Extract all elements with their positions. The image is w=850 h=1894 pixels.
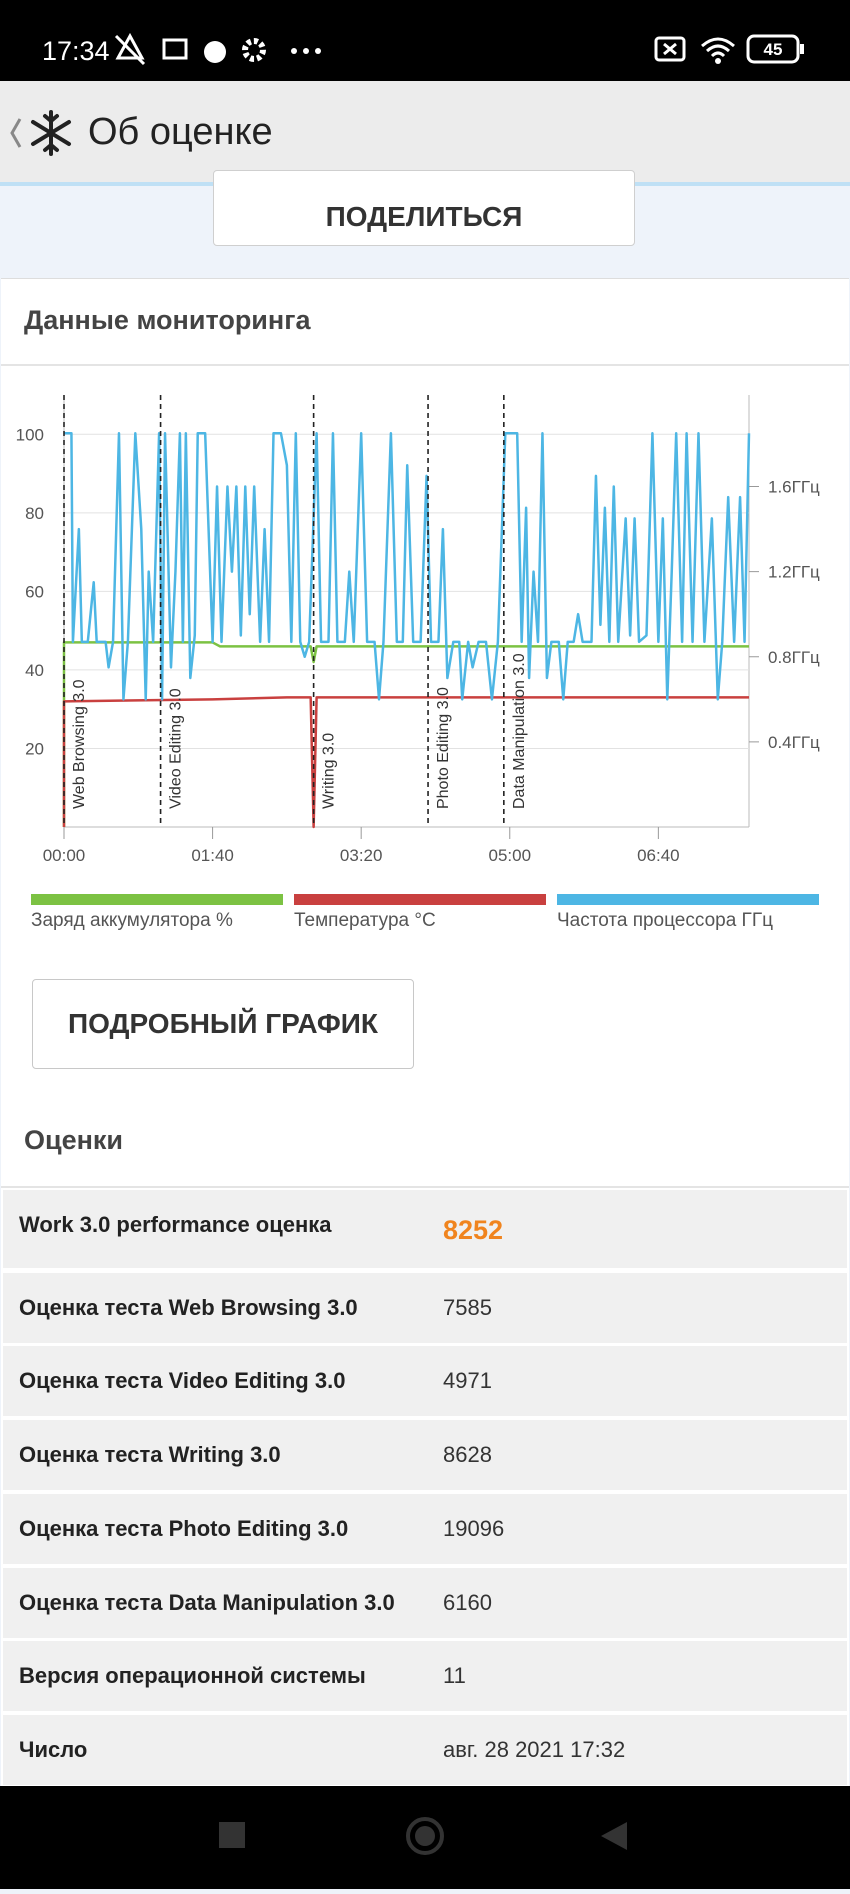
score-label: Оценка теста Video Editing 3.0 <box>19 1368 346 1393</box>
data-line <box>62 696 749 829</box>
score-label: Версия операционной системы <box>19 1663 366 1688</box>
legend-label: Температура °C <box>294 910 436 931</box>
score-row: Оценка теста Data Manipulation 3.0 6160 <box>3 1568 847 1638</box>
monitoring-chart: 20 40 60 80 100 0.4ГГц 0.8ГГц 1.2ГГц 1.6ГГц 00:00… <box>16 395 820 931</box>
score-value: 8252 <box>443 1215 504 1245</box>
score-row: Work 3.0 performance оценка 8252 <box>3 1190 847 1268</box>
section-title: Оценки <box>24 1125 124 1155</box>
score-row: Версия операционной системы 11 <box>3 1641 847 1711</box>
share-button[interactable]: ПОДЕЛИТЬСЯ <box>213 170 635 246</box>
score-label: Число <box>19 1737 88 1762</box>
back-button[interactable] <box>601 1822 627 1850</box>
y2-tick-label: 0.8ГГц <box>768 648 820 667</box>
status-right-icons <box>654 34 804 64</box>
navigation-bar <box>0 1786 850 1889</box>
phase-label: Web Browsing 3.0 <box>71 679 88 809</box>
phase-label: Writing 3.0 <box>321 733 338 809</box>
score-value: 6160 <box>443 1590 492 1615</box>
y2-tick-label: 1.2ГГц <box>768 563 820 582</box>
home-dot <box>415 1826 435 1846</box>
legend-label: Частота процессора ГГц <box>557 910 773 931</box>
data-line <box>64 432 751 701</box>
score-label: Оценка теста Photo Editing 3.0 <box>19 1516 349 1541</box>
x-tick-label: 03:20 <box>340 846 383 865</box>
clock: 17:34 <box>42 36 110 66</box>
score-row: Оценка теста Web Browsing 3.0 7585 <box>3 1273 847 1343</box>
home-button[interactable] <box>406 1817 444 1855</box>
y-tick-label: 80 <box>25 504 44 523</box>
legend-swatch <box>31 894 283 905</box>
y2-tick-label: 1.6ГГц <box>768 478 820 497</box>
score-label: Оценка теста Data Manipulation 3.0 <box>19 1590 395 1615</box>
score-value: авг. 28 2021 17:32 <box>443 1737 626 1762</box>
legend-label: Заряд аккумулятора % <box>31 910 233 931</box>
x-tick-label: 05:00 <box>488 846 531 865</box>
score-value: 7585 <box>443 1295 492 1320</box>
status-bar: 17:34 45 <box>0 0 850 81</box>
separator <box>1 1186 849 1188</box>
score-label: Work 3.0 performance оценка <box>19 1212 332 1237</box>
phase-label: Video Editing 3.0 <box>168 688 185 809</box>
score-row: Число авг. 28 2021 17:32 <box>3 1715 847 1785</box>
x-tick-label: 00:00 <box>43 846 86 865</box>
y2-tick-label: 0.4ГГц <box>768 733 820 752</box>
separator <box>1 364 849 366</box>
phase-label: Photo Editing 3.0 <box>435 687 452 809</box>
status-icons <box>114 32 321 66</box>
section-title: Данные мониторинга <box>24 305 311 335</box>
score-value: 11 <box>443 1663 466 1688</box>
details-button[interactable]: ПОДРОБНЫЙ ГРАФИК <box>32 979 414 1069</box>
y-tick-label: 20 <box>25 739 44 758</box>
nav-buttons <box>219 1817 627 1855</box>
screen-title: Об оценке <box>88 111 273 153</box>
phase-label: Data Manipulation 3.0 <box>511 653 528 809</box>
legend-swatch <box>294 894 546 905</box>
recents-button[interactable] <box>219 1822 245 1848</box>
score-row: Оценка теста Video Editing 3.0 4971 <box>3 1346 847 1416</box>
y-tick-label: 60 <box>25 582 44 601</box>
x-tick-label: 06:40 <box>637 846 680 865</box>
legend-swatch <box>557 894 819 905</box>
battery-level: 45 <box>763 40 783 59</box>
x-tick-label: 01:40 <box>191 846 234 865</box>
y-tick-label: 100 <box>16 425 44 444</box>
score-row: Оценка теста Photo Editing 3.0 19096 <box>3 1494 847 1564</box>
score-row: Оценка теста Writing 3.0 8628 <box>3 1420 847 1490</box>
score-value: 4971 <box>443 1368 492 1393</box>
score-value: 19096 <box>443 1516 505 1541</box>
score-label: Оценка теста Writing 3.0 <box>19 1442 281 1467</box>
score-value: 8628 <box>443 1442 492 1467</box>
y-tick-label: 40 <box>25 661 44 680</box>
score-label: Оценка теста Web Browsing 3.0 <box>19 1295 358 1320</box>
back-logo[interactable] <box>8 109 78 159</box>
